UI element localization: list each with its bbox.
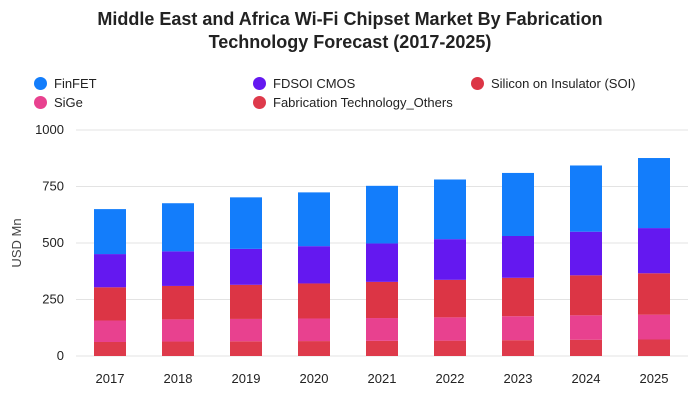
chart-legend: FinFET FDSOI CMOS Silicon on Insulator (… bbox=[0, 0, 700, 120]
x-tick-label-2022: 2022 bbox=[436, 371, 465, 386]
bar-2020-series-3 bbox=[298, 246, 330, 284]
bar-2020-series-0 bbox=[298, 341, 330, 356]
x-tick-label-2017: 2017 bbox=[96, 371, 125, 386]
x-tick-label-2021: 2021 bbox=[368, 371, 397, 386]
x-tick-label-2023: 2023 bbox=[504, 371, 533, 386]
x-tick-label-2019: 2019 bbox=[232, 371, 261, 386]
x-tick-label-2020: 2020 bbox=[300, 371, 329, 386]
bar-2019-series-4 bbox=[230, 197, 262, 249]
bar-2019-series-2 bbox=[230, 284, 262, 319]
bar-2018-series-4 bbox=[162, 203, 194, 252]
bar-2021-series-0 bbox=[366, 340, 398, 356]
legend-swatch-finfet-icon bbox=[34, 77, 47, 90]
legend-label-sige: SiGe bbox=[54, 95, 83, 110]
x-tick-label-2025: 2025 bbox=[640, 371, 669, 386]
bar-2024-series-4 bbox=[570, 165, 602, 232]
bar-2019-series-1 bbox=[230, 318, 262, 342]
bar-2025-series-1 bbox=[638, 314, 670, 340]
y-tick-label-250: 250 bbox=[42, 292, 64, 307]
x-tick-label-2018: 2018 bbox=[164, 371, 193, 386]
legend-swatch-soi-icon bbox=[471, 77, 484, 90]
bar-2020-series-1 bbox=[298, 318, 330, 342]
bar-2017-series-0 bbox=[94, 341, 126, 356]
chart-title-line-2: Technology Forecast (2017-2025) bbox=[208, 32, 492, 52]
bar-2018-series-0 bbox=[162, 341, 194, 356]
y-tick-label-1000: 1000 bbox=[35, 122, 64, 137]
y-tick-label-750: 750 bbox=[42, 179, 64, 194]
bar-2017-series-1 bbox=[94, 320, 126, 342]
bar-2023-series-3 bbox=[502, 235, 534, 278]
bar-2024-series-2 bbox=[570, 275, 602, 316]
bar-2024-series-1 bbox=[570, 315, 602, 340]
legend-item-finfet[interactable]: FinFET bbox=[34, 76, 97, 91]
legend-item-others[interactable]: Fabrication Technology_Others bbox=[253, 95, 453, 110]
bar-2020-series-2 bbox=[298, 283, 330, 319]
bar-2024-series-0 bbox=[570, 339, 602, 356]
bar-2022-series-0 bbox=[434, 340, 466, 356]
bar-2019-series-3 bbox=[230, 248, 262, 285]
bar-2017-series-4 bbox=[94, 209, 126, 255]
legend-item-sige[interactable]: SiGe bbox=[34, 95, 83, 110]
chart-title-line-1: Middle East and Africa Wi-Fi Chipset Mar… bbox=[97, 9, 603, 29]
bar-2021-series-4 bbox=[366, 185, 398, 244]
bar-2021-series-3 bbox=[366, 243, 398, 282]
bar-2025-series-4 bbox=[638, 158, 670, 229]
legend-item-fdsoi-cmos[interactable]: FDSOI CMOS bbox=[253, 76, 355, 91]
x-tick-label-2024: 2024 bbox=[572, 371, 601, 386]
bar-2020-series-4 bbox=[298, 192, 330, 247]
y-tick-label-0: 0 bbox=[57, 348, 64, 363]
y-axis-title: USD Mn bbox=[9, 218, 24, 267]
chart-title: Middle East and Africa Wi-Fi Chipset Mar… bbox=[0, 8, 700, 54]
bar-2022-series-1 bbox=[434, 317, 466, 341]
legend-label-soi: Silicon on Insulator (SOI) bbox=[491, 76, 636, 91]
legend-label-finfet: FinFET bbox=[54, 76, 97, 91]
bar-2024-series-3 bbox=[570, 231, 602, 276]
bar-2025-series-2 bbox=[638, 273, 670, 315]
bar-2021-series-1 bbox=[366, 318, 398, 341]
bar-2023-series-1 bbox=[502, 316, 534, 341]
bar-2018-series-3 bbox=[162, 251, 194, 286]
bar-2017-series-3 bbox=[94, 254, 126, 288]
bar-2022-series-4 bbox=[434, 179, 466, 240]
bar-2022-series-2 bbox=[434, 279, 466, 318]
legend-swatch-fdsoi-cmos-icon bbox=[253, 77, 266, 90]
bar-2017-series-2 bbox=[94, 287, 126, 321]
bar-2025-series-3 bbox=[638, 228, 670, 274]
bar-2025-series-0 bbox=[638, 339, 670, 356]
bar-2018-series-1 bbox=[162, 319, 194, 342]
bar-2022-series-3 bbox=[434, 239, 466, 280]
bar-2023-series-0 bbox=[502, 340, 534, 356]
legend-swatch-sige-icon bbox=[34, 96, 47, 109]
legend-label-fdsoi-cmos: FDSOI CMOS bbox=[273, 76, 356, 91]
bar-2023-series-4 bbox=[502, 172, 534, 236]
y-tick-label-500: 500 bbox=[42, 235, 64, 250]
bar-2018-series-2 bbox=[162, 285, 194, 320]
bar-2023-series-2 bbox=[502, 277, 534, 317]
legend-item-soi[interactable]: Silicon on Insulator (SOI) bbox=[471, 76, 636, 91]
bar-2019-series-0 bbox=[230, 341, 262, 356]
legend-swatch-others-icon bbox=[253, 96, 266, 109]
legend-label-others: Fabrication Technology_Others bbox=[273, 95, 453, 110]
bar-2021-series-2 bbox=[366, 281, 398, 319]
